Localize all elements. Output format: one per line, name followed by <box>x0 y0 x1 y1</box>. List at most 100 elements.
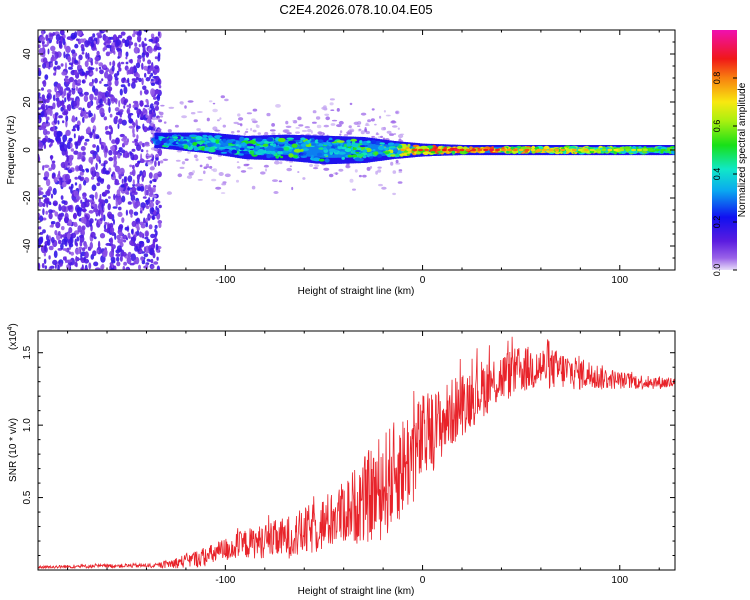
faint-cell <box>263 164 269 168</box>
faint-cell <box>345 165 351 169</box>
signal-core-cell <box>400 148 406 152</box>
noise-cell <box>134 184 139 187</box>
noise-cell <box>91 169 97 178</box>
faint-cell <box>153 104 157 107</box>
faint-cell <box>291 186 294 191</box>
faint-cell <box>209 165 213 169</box>
noise-cell <box>96 182 101 187</box>
signal-cell <box>370 139 377 145</box>
signal-cell <box>235 144 240 147</box>
faint-cell <box>152 194 157 198</box>
signal-cell <box>176 135 181 140</box>
noise-cell <box>78 183 82 191</box>
noise-cell <box>99 69 104 75</box>
noise-cell <box>147 65 151 69</box>
noise-cell <box>53 72 57 76</box>
signal-cell <box>399 153 407 156</box>
noise-cell <box>43 176 48 180</box>
noise-cell <box>93 113 96 121</box>
band-cell <box>279 140 283 155</box>
signal-cell <box>587 147 594 149</box>
faint-cell <box>295 131 300 134</box>
noise-cell <box>65 120 68 128</box>
noise-cell <box>68 219 73 227</box>
noise-cell <box>122 265 126 270</box>
noise-cell <box>133 154 139 161</box>
noise-cell <box>75 86 78 91</box>
signal-cell <box>166 140 170 144</box>
noise-cell <box>149 259 151 263</box>
faint-cell <box>309 164 314 167</box>
noise-cell <box>82 207 86 213</box>
band-cell <box>376 143 380 157</box>
y-tick-label: 0.5 <box>22 490 33 504</box>
noise-cell <box>77 156 81 160</box>
signal-core-cell <box>660 148 666 152</box>
band-cell <box>211 137 215 150</box>
faint-cell <box>329 98 335 101</box>
noise-cell <box>52 259 58 266</box>
noise-cell <box>99 80 102 84</box>
faint-cell <box>174 124 179 128</box>
faint-cell <box>196 128 201 131</box>
faint-cell <box>278 180 283 183</box>
signal-cell <box>277 150 284 155</box>
noise-cell <box>58 40 62 48</box>
noise-cell <box>78 246 83 250</box>
noise-cell <box>134 256 140 265</box>
noise-cell <box>102 95 105 102</box>
noise-cell <box>115 199 119 208</box>
faint-cell <box>375 170 378 175</box>
noise-cell <box>139 250 143 254</box>
faint-cell <box>339 130 343 134</box>
faint-cell <box>163 121 167 124</box>
signal-core-cell <box>642 148 648 152</box>
noise-cell <box>84 40 90 48</box>
snr-multiplier-close: ) <box>8 323 19 326</box>
noise-cell <box>126 191 130 195</box>
faint-cell <box>181 115 188 119</box>
faint-cell <box>237 166 241 169</box>
noise-cell <box>53 66 57 71</box>
noise-cell <box>51 162 56 170</box>
noise-cell <box>66 264 71 270</box>
noise-cell <box>50 155 53 161</box>
signal-cell <box>451 150 456 155</box>
noise-cell <box>82 151 86 156</box>
noise-cell <box>50 45 56 52</box>
faint-cell <box>177 173 183 178</box>
faint-cell <box>397 127 400 130</box>
y-tick-label: 0 <box>22 147 33 153</box>
noise-cell <box>50 62 53 68</box>
noise-cell <box>86 199 90 203</box>
noise-cell <box>119 109 124 113</box>
noise-cell <box>46 239 51 246</box>
noise-cell <box>101 203 104 211</box>
noise-cell <box>127 77 130 84</box>
noise-cell <box>124 39 130 47</box>
noise-cell <box>46 40 50 46</box>
noise-cell <box>88 156 94 164</box>
noise-cell <box>109 226 115 234</box>
faint-cell <box>160 104 165 107</box>
noise-cell <box>48 212 53 220</box>
noise-cell <box>83 180 87 186</box>
noise-cell <box>48 167 53 172</box>
noise-cell <box>139 90 143 96</box>
noise-cell <box>116 245 122 252</box>
faint-cell <box>369 166 373 169</box>
band-cell <box>244 141 248 154</box>
noise-cell <box>131 228 134 235</box>
noise-cell <box>117 34 123 39</box>
signal-cell <box>393 143 400 147</box>
faint-cell <box>371 108 375 111</box>
noise-cell <box>157 31 160 37</box>
signal-cell <box>336 140 345 143</box>
noise-cell <box>56 65 61 70</box>
signal-cell <box>470 150 476 153</box>
faint-cell <box>247 167 253 170</box>
noise-cell <box>91 176 95 180</box>
noise-cell <box>89 241 94 250</box>
noise-cell <box>148 172 153 179</box>
signal-core-cell <box>429 148 435 152</box>
